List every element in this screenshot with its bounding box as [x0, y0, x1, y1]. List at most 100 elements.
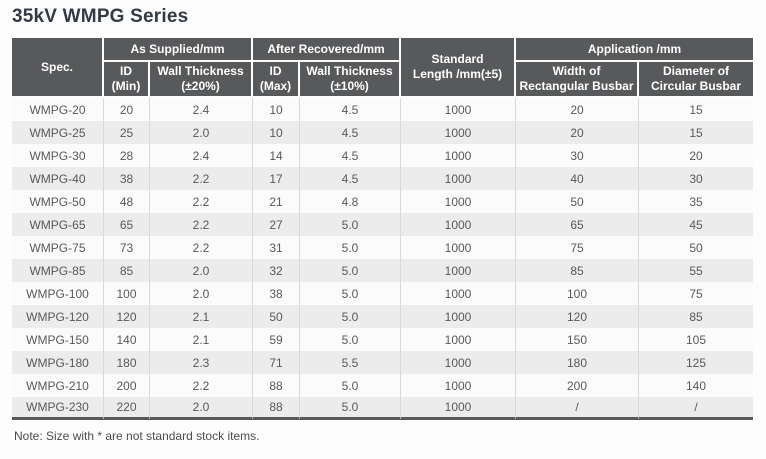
table-cell: 2.2 [150, 167, 254, 190]
table-row: WMPG-65 65 2.2 27 5.0 1000 65 45 [12, 213, 754, 236]
table-cell: 2.1 [150, 328, 254, 351]
table-cell: 2.2 [150, 374, 254, 397]
table-row: WMPG-180 180 2.3 71 5.5 1000 180 125 [12, 351, 754, 374]
table-cell: 2.0 [150, 282, 254, 305]
header-sub-row: ID (Min) Wall Thickness (±20%) ID (Max) … [12, 62, 754, 98]
table-cell: 59 [253, 328, 301, 351]
table-cell: 15 [689, 125, 703, 140]
table-cell: 50 [253, 305, 301, 328]
table-cell: 180 [516, 351, 640, 374]
table-cell: 120 [516, 305, 640, 328]
table-cell: WMPG-100 [12, 282, 104, 305]
table-row: WMPG-20 20 2.4 10 4.5 1000 20 15 [12, 98, 754, 121]
table-row: WMPG-30 28 2.4 14 4.5 1000 30 20 [12, 144, 754, 167]
table-cell: 45 [689, 217, 703, 232]
table-row: WMPG-40 38 2.2 17 4.5 1000 40 30 [12, 167, 754, 190]
header-as-supplied: As Supplied/mm [104, 38, 254, 62]
table-cell: 21 [253, 190, 301, 213]
table-cell: 180 [104, 351, 150, 374]
table-cell: 200 [104, 374, 150, 397]
header-wall-thickness-10: Wall Thickness (±10%) [300, 62, 402, 98]
table-cell: 1000 [401, 259, 517, 282]
table-cell: 50 [516, 190, 640, 213]
table-cell: 38 [104, 167, 150, 190]
header-group-row: Spec. As Supplied/mm After Recovered/mm … [12, 38, 754, 98]
header-standard-length: Standard Length /mm(±5) [401, 38, 517, 98]
table-cell: 150 [516, 328, 640, 351]
table-cell: 1000 [401, 144, 517, 167]
table-cell: 105 [686, 332, 707, 347]
table-cell: 1000 [401, 374, 517, 397]
table-cell: WMPG-25 [12, 121, 104, 144]
table-cell: 30 [516, 144, 640, 167]
table-cell: 75 [689, 286, 703, 301]
table-cell: 15 [689, 102, 703, 117]
table-cell: 48 [104, 190, 150, 213]
table-cell: 5.0 [300, 305, 402, 328]
table-cell: 65 [516, 213, 640, 236]
table-cell: 20 [516, 121, 640, 144]
table-cell: 4.5 [300, 121, 402, 144]
table-cell: 55 [689, 263, 703, 278]
table-cell: 17 [253, 167, 301, 190]
spec-table: Spec. As Supplied/mm After Recovered/mm … [12, 38, 754, 420]
table-cell: 27 [253, 213, 301, 236]
table-row: WMPG-150 140 2.1 59 5.0 1000 150 105 [12, 328, 754, 351]
table-cell: 1000 [401, 305, 517, 328]
table-cell: WMPG-230 [12, 397, 104, 420]
table-cell: 85 [516, 259, 640, 282]
note: Note: Size with * are not standard stock… [14, 429, 260, 443]
table-cell: 140 [686, 378, 707, 393]
table-cell: 5.0 [300, 259, 402, 282]
table-cell: 2.0 [150, 259, 254, 282]
table-cell: 4.5 [300, 144, 402, 167]
table-cell: 31 [253, 236, 301, 259]
table-cell: 1000 [401, 167, 517, 190]
header-width-rectangular-busbar: Width of Rectangular Busbar [516, 62, 640, 98]
table-cell: 5.0 [300, 397, 402, 420]
table-cell: 1000 [401, 328, 517, 351]
table-cell: WMPG-150 [12, 328, 104, 351]
table-row: WMPG-120 120 2.1 50 5.0 1000 120 85 [12, 305, 754, 328]
table-cell: 1000 [401, 213, 517, 236]
table-cell: 28 [104, 144, 150, 167]
table-cell: WMPG-180 [12, 351, 104, 374]
table-cell: 4.5 [300, 98, 402, 121]
table-cell: 100 [516, 282, 640, 305]
table-cell: / [639, 397, 754, 420]
table-cell: 20 [104, 98, 150, 121]
table-cell: 10 [253, 98, 301, 121]
table-cell: 125 [686, 355, 707, 370]
table-cell: 120 [104, 305, 150, 328]
table-cell: / [516, 397, 640, 420]
table-row: WMPG-75 73 2.2 31 5.0 1000 75 50 [12, 236, 754, 259]
table-cell: 73 [104, 236, 150, 259]
table-cell: 35 [689, 194, 703, 209]
table-header: Spec. As Supplied/mm After Recovered/mm … [12, 38, 754, 98]
table-cell: 5.0 [300, 213, 402, 236]
table-cell: WMPG-75 [12, 236, 104, 259]
table-cell: 5.0 [300, 328, 402, 351]
header-application: Application /mm [516, 38, 754, 62]
table-body: WMPG-20 20 2.4 10 4.5 1000 20 15 WMPG-25 25 2.0 10 4… [12, 98, 754, 420]
table-cell: 2.4 [150, 144, 254, 167]
table-cell: 40 [516, 167, 640, 190]
table-cell: 200 [516, 374, 640, 397]
table-cell: 71 [253, 351, 301, 374]
table-cell: 4.5 [300, 167, 402, 190]
table-cell: 88 [253, 397, 301, 420]
table-cell: 1000 [401, 190, 517, 213]
table-cell: WMPG-50 [12, 190, 104, 213]
table-cell: 50 [689, 240, 703, 255]
header-diameter-circular-busbar: Diameter of Circular Busbar [639, 62, 754, 98]
table-row: WMPG-210 200 2.2 88 5.0 1000 200 140 [12, 374, 754, 397]
table-cell: 5.0 [300, 374, 402, 397]
table-row: WMPG-100 100 2.0 38 5.0 1000 100 75 [12, 282, 754, 305]
table-cell: WMPG-30 [12, 144, 104, 167]
header-id-max: ID (Max) [253, 62, 301, 98]
table-cell: 2.1 [150, 305, 254, 328]
table-row: WMPG-230 220 2.0 88 5.0 1000// [12, 397, 754, 420]
table-cell: 1000 [401, 282, 517, 305]
table-row: WMPG-85 85 2.0 32 5.0 1000 85 55 [12, 259, 754, 282]
table-cell: WMPG-85 [12, 259, 104, 282]
